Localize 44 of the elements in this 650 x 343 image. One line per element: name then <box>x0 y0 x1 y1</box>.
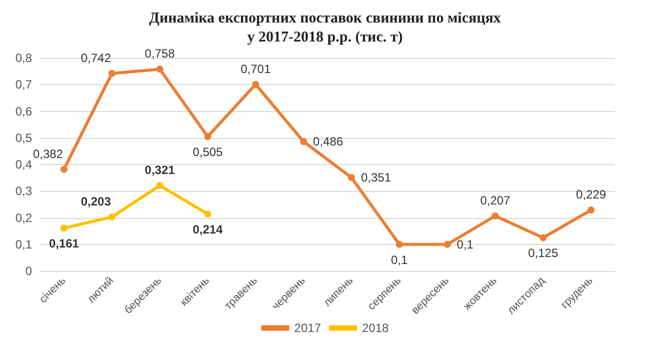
data-label: 0,701 <box>240 62 271 76</box>
point <box>108 70 116 77</box>
data-label: 0,1 <box>456 237 474 252</box>
point <box>252 80 260 88</box>
data-label: 0,125 <box>528 246 558 260</box>
y-tick-label: 0 <box>25 264 32 278</box>
data-label: 0,214 <box>192 222 224 237</box>
data-label: 0,351 <box>360 170 392 185</box>
data-label: 0,382 <box>32 146 64 161</box>
y-tick-label: 0,4 <box>15 158 32 172</box>
point <box>204 210 212 218</box>
y-tick-label: 0,8 <box>15 51 32 65</box>
data-label: 0,229 <box>576 188 606 202</box>
y-tick-label: 0,5 <box>15 130 32 145</box>
data-label: 0,505 <box>192 145 224 160</box>
point <box>300 138 308 146</box>
legend-label: 2017 <box>294 321 322 335</box>
data-label: 0,486 <box>313 134 344 149</box>
point <box>60 224 68 232</box>
point <box>60 166 68 173</box>
point <box>156 182 164 190</box>
data-label: 0,1 <box>391 252 408 267</box>
point <box>396 240 403 248</box>
data-label: 0,758 <box>144 46 176 61</box>
point <box>156 66 164 73</box>
point <box>588 206 595 214</box>
point <box>444 240 451 248</box>
y-tick-label: 0,2 <box>15 210 32 225</box>
data-label: 0,207 <box>480 193 511 208</box>
data-label: 0,161 <box>48 236 80 251</box>
point <box>540 234 547 242</box>
point <box>492 212 499 220</box>
data-label: 0,321 <box>144 163 176 178</box>
data-label: 0,742 <box>80 50 112 65</box>
data-label: 0,203 <box>80 194 112 208</box>
point <box>348 174 355 182</box>
point <box>108 213 116 220</box>
y-tick-label: 0,7 <box>15 78 32 92</box>
y-tick-label: 0,3 <box>15 184 32 198</box>
y-tick-label: 0,1 <box>15 237 32 252</box>
point <box>204 133 212 140</box>
chart-title: Динаміка експортних поставок свинини по місяцях у 2017-2018 р.р. (тис. т) <box>149 10 502 46</box>
legend-label: 2018 <box>362 321 390 335</box>
y-tick-label: 0,6 <box>15 104 32 118</box>
